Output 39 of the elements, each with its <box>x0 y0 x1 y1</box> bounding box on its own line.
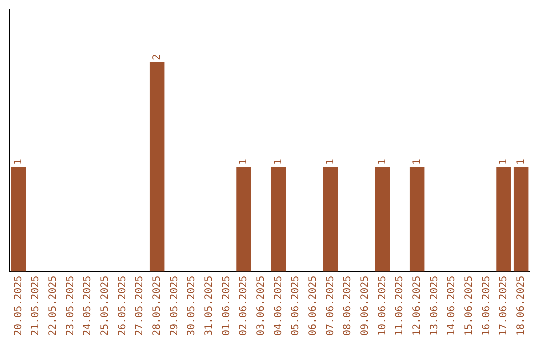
data-label: 2 <box>152 54 163 60</box>
data-label: 1 <box>377 159 388 166</box>
x-tick-label: 07.06.2025 <box>325 276 336 336</box>
data-label: 1 <box>412 159 423 166</box>
x-tick-label: 22.05.2025 <box>48 276 59 336</box>
x-tick-label: 21.05.2025 <box>30 276 42 336</box>
x-tick-label: 01.06.2025 <box>221 276 232 336</box>
x-tick-label: 14.06.2025 <box>446 276 458 336</box>
x-tick-label: 06.06.2025 <box>308 276 319 336</box>
x-tick-label: 18.06.2025 <box>516 276 527 336</box>
data-label: 1 <box>238 159 250 166</box>
x-tick-label: 27.05.2025 <box>134 276 146 336</box>
x-tick-label: 13.06.2025 <box>429 276 440 336</box>
x-tick-label: 24.05.2025 <box>82 276 94 336</box>
x-tick-label: 03.06.2025 <box>256 276 267 336</box>
x-tick-label: 12.06.2025 <box>412 276 423 336</box>
x-tick-label: 08.06.2025 <box>342 276 354 336</box>
x-tick-label: 26.05.2025 <box>117 276 128 336</box>
x-tick-label: 31.05.2025 <box>204 276 215 336</box>
x-tick-label: 16.06.2025 <box>481 276 492 336</box>
x-tick-label: 04.06.2025 <box>273 276 284 336</box>
x-tick-label: 28.05.2025 <box>152 276 163 336</box>
x-tick-label: 11.06.2025 <box>394 276 406 336</box>
data-label: 1 <box>273 159 284 166</box>
x-tick-label: 05.06.2025 <box>290 276 302 336</box>
x-tick-label: 20.05.2025 <box>13 276 24 336</box>
data-label: 1 <box>516 159 527 166</box>
data-label: 1 <box>498 159 510 166</box>
x-tick-label: 23.05.2025 <box>65 276 76 336</box>
x-tick-label: 30.05.2025 <box>186 276 198 336</box>
x-tick-label: 15.06.2025 <box>464 276 475 336</box>
x-tick-label: 09.06.2025 <box>360 276 371 336</box>
data-label: 1 <box>325 159 336 166</box>
x-tick-label: 10.06.2025 <box>377 276 388 336</box>
x-tick-label: 02.06.2025 <box>238 276 250 336</box>
x-tick-label: 17.06.2025 <box>498 276 510 336</box>
x-tick-label: 25.05.2025 <box>100 276 111 336</box>
data-label: 1 <box>13 159 24 166</box>
x-tick-label: 29.05.2025 <box>169 276 180 336</box>
